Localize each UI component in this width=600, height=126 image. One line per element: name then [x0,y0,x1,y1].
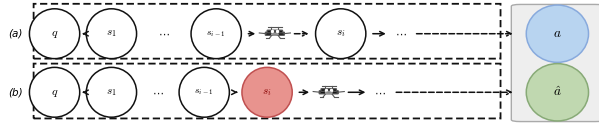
Ellipse shape [526,5,589,62]
Ellipse shape [179,67,229,117]
Ellipse shape [271,33,278,35]
Text: (b): (b) [8,87,23,97]
Text: $a$: $a$ [553,27,562,40]
Text: $\cdots$: $\cdots$ [158,29,170,39]
Text: $s_i$: $s_i$ [262,87,272,98]
FancyBboxPatch shape [321,89,337,91]
Ellipse shape [316,9,366,59]
FancyBboxPatch shape [267,30,283,33]
FancyBboxPatch shape [265,32,284,35]
Ellipse shape [86,9,137,59]
Ellipse shape [242,67,292,117]
Text: $\cdots$: $\cdots$ [152,87,164,97]
Text: $\cdots$: $\cdots$ [374,87,386,97]
Ellipse shape [86,67,137,117]
FancyBboxPatch shape [511,4,600,122]
Text: $q$: $q$ [51,27,58,40]
Text: $s_1$: $s_1$ [106,28,117,39]
Text: $\cdots$: $\cdots$ [395,29,406,39]
Ellipse shape [29,67,80,117]
Ellipse shape [191,9,241,59]
FancyBboxPatch shape [319,91,338,94]
Text: $\hat{a}$: $\hat{a}$ [553,85,562,99]
Text: $s_{i-1}$: $s_{i-1}$ [194,87,214,97]
Ellipse shape [29,9,80,59]
Ellipse shape [325,92,332,94]
Text: $s_i$: $s_i$ [336,28,346,39]
Text: (a): (a) [8,29,23,39]
Text: $s_{i-1}$: $s_{i-1}$ [206,29,226,39]
Ellipse shape [526,64,589,121]
Text: $s_1$: $s_1$ [106,87,117,98]
Text: $q$: $q$ [51,86,58,99]
